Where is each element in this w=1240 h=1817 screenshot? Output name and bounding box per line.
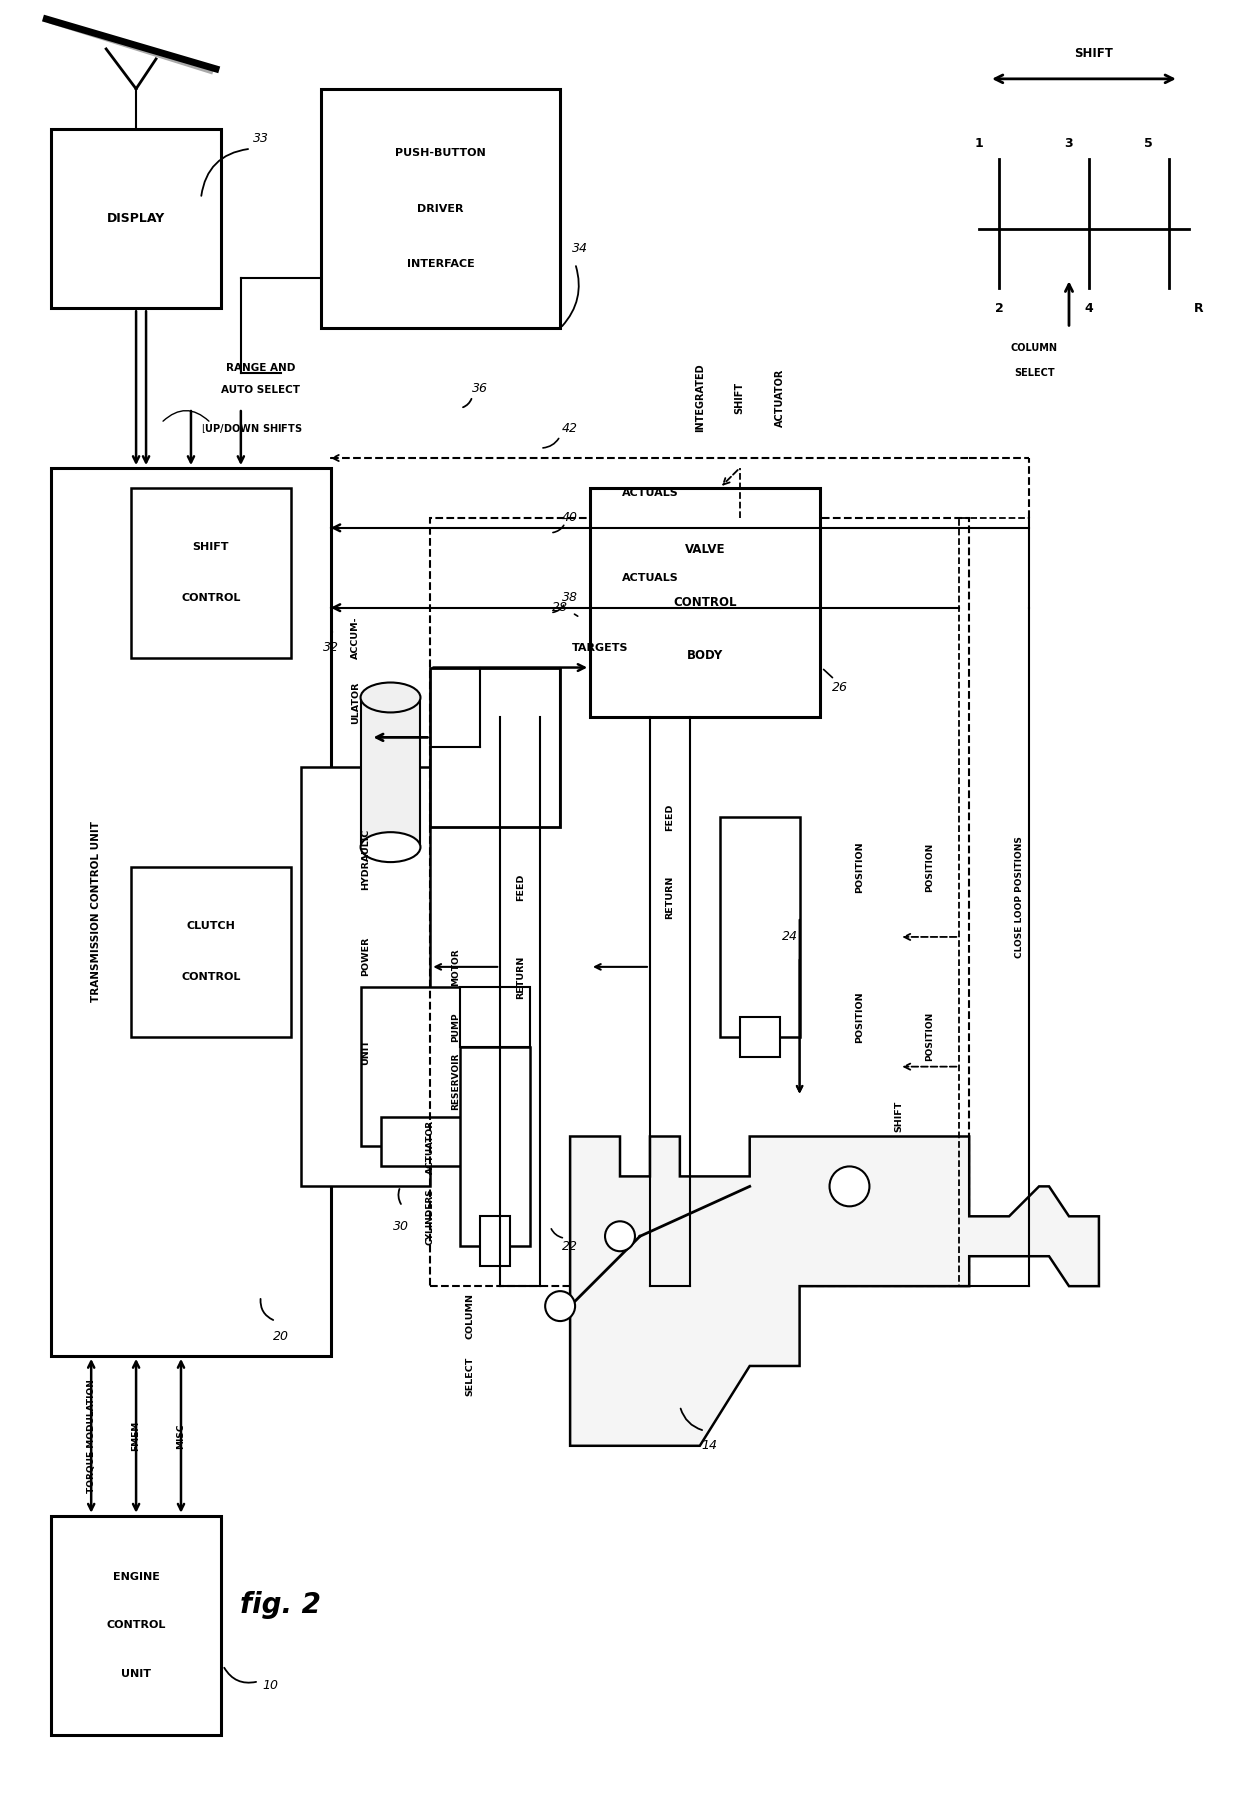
Text: RETURN: RETURN	[516, 956, 525, 999]
Text: POSITION: POSITION	[925, 843, 934, 892]
Bar	[131, 489, 290, 658]
Text: DRIVER: DRIVER	[417, 204, 464, 214]
Text: 10: 10	[263, 1679, 279, 1692]
Text: DISPLAY: DISPLAY	[107, 213, 165, 225]
Text: fig. 2: fig. 2	[241, 1592, 321, 1619]
Text: SHIFT: SHIFT	[1075, 47, 1114, 60]
Text: SELECT: SELECT	[466, 1355, 475, 1395]
Text: 40: 40	[562, 511, 578, 525]
Text: 2: 2	[994, 302, 1003, 314]
Text: CONTROL: CONTROL	[181, 592, 241, 603]
Text: PUMP: PUMP	[451, 1012, 460, 1041]
Text: CYLINDERS: CYLINDERS	[425, 1188, 435, 1245]
Text: FEED: FEED	[516, 874, 525, 901]
Text: ULATOR: ULATOR	[351, 681, 360, 723]
Ellipse shape	[361, 832, 420, 861]
Text: SHIFT: SHIFT	[895, 1101, 904, 1132]
Bar	[51, 129, 221, 309]
Text: R: R	[1194, 302, 1204, 314]
Text: 38: 38	[562, 591, 578, 605]
Text: UNIT: UNIT	[122, 1668, 151, 1679]
Bar	[590, 489, 820, 718]
Bar	[480, 1216, 510, 1266]
Text: 30: 30	[393, 1219, 408, 1232]
Text: CONTROL: CONTROL	[107, 1621, 166, 1630]
Text: 1: 1	[975, 138, 983, 151]
Text: 24: 24	[781, 930, 797, 943]
Ellipse shape	[361, 683, 420, 712]
Text: CLOSE LOOP POSITIONS: CLOSE LOOP POSITIONS	[1014, 836, 1023, 958]
Text: POSITION: POSITION	[925, 1012, 934, 1061]
Text: UNIT: UNIT	[361, 1039, 370, 1065]
Circle shape	[546, 1292, 575, 1321]
Bar	[719, 818, 800, 1038]
Text: POSITION: POSITION	[854, 990, 864, 1043]
Text: INTERFACE: INTERFACE	[407, 258, 474, 269]
Text: RESERVOIR: RESERVOIR	[451, 1052, 460, 1110]
Text: 34: 34	[572, 242, 588, 254]
Text: 36: 36	[472, 382, 489, 394]
Bar	[131, 867, 290, 1038]
Text: 4: 4	[1085, 302, 1094, 314]
Bar	[460, 987, 531, 1047]
Text: CONTROL: CONTROL	[181, 972, 241, 983]
Text: BODY: BODY	[687, 649, 723, 661]
Text: MOTOR: MOTOR	[451, 948, 460, 985]
Text: FEED: FEED	[666, 803, 675, 830]
Bar	[321, 89, 560, 329]
Text: PUSH-BUTTON: PUSH-BUTTON	[396, 149, 486, 158]
Text: AUTO SELECT: AUTO SELECT	[221, 385, 300, 394]
Text: CONTROL: CONTROL	[673, 596, 737, 609]
Text: POWER: POWER	[361, 936, 370, 976]
Text: FMEM: FMEM	[131, 1421, 140, 1452]
Circle shape	[605, 1221, 635, 1252]
Bar	[361, 987, 500, 1147]
Polygon shape	[570, 1136, 1099, 1446]
Text: 20: 20	[273, 1330, 289, 1343]
Bar	[361, 698, 420, 847]
Text: RANGE AND: RANGE AND	[226, 363, 295, 372]
Text: VALVE: VALVE	[684, 543, 725, 556]
Text: SHIFT: SHIFT	[735, 382, 745, 414]
Bar	[960, 518, 1029, 1286]
Circle shape	[830, 1167, 869, 1206]
Text: COLUMN: COLUMN	[466, 1294, 475, 1339]
Text: ACTUALS: ACTUALS	[621, 572, 678, 583]
Text: TORQUE MODULATION: TORQUE MODULATION	[87, 1379, 95, 1494]
Bar	[430, 667, 560, 827]
Text: ACTUATOR: ACTUATOR	[425, 1119, 435, 1174]
Bar	[301, 767, 430, 1187]
Text: $\lfloor$UP/DOWN SHIFTS: $\lfloor$UP/DOWN SHIFTS	[201, 422, 303, 434]
Text: HYDRAULIC: HYDRAULIC	[361, 829, 370, 890]
Text: SHIFT: SHIFT	[192, 541, 229, 552]
Text: 32: 32	[322, 641, 339, 654]
Text: 5: 5	[1145, 138, 1153, 151]
Text: TARGETS: TARGETS	[572, 643, 629, 652]
Text: RETURN: RETURN	[666, 876, 675, 919]
Text: ACTUATOR: ACTUATOR	[775, 369, 785, 427]
Text: POSITION: POSITION	[854, 841, 864, 892]
Text: 3: 3	[1065, 138, 1074, 151]
Text: 33: 33	[253, 133, 269, 145]
Text: ACTUALS: ACTUALS	[621, 489, 678, 498]
Text: INTEGRATED: INTEGRATED	[694, 363, 704, 432]
Bar	[51, 1515, 221, 1735]
Bar	[460, 1047, 531, 1246]
Text: 42: 42	[562, 422, 578, 434]
Text: 28: 28	[552, 601, 568, 614]
Text: CLUTCH: CLUTCH	[186, 921, 236, 932]
Bar	[51, 469, 331, 1355]
Text: TRANSMISSION CONTROL UNIT: TRANSMISSION CONTROL UNIT	[92, 821, 102, 1003]
Text: 22: 22	[562, 1239, 578, 1252]
Text: 26: 26	[832, 681, 847, 694]
Text: ENGINE: ENGINE	[113, 1572, 160, 1583]
Text: SELECT: SELECT	[1014, 369, 1054, 378]
Bar	[740, 1018, 780, 1057]
Text: ACCUM-: ACCUM-	[351, 616, 360, 660]
Text: MISC: MISC	[176, 1423, 186, 1448]
Bar	[430, 518, 970, 1286]
Text: 14: 14	[702, 1439, 718, 1452]
Text: COLUMN: COLUMN	[1011, 343, 1058, 352]
Bar	[381, 1116, 480, 1167]
